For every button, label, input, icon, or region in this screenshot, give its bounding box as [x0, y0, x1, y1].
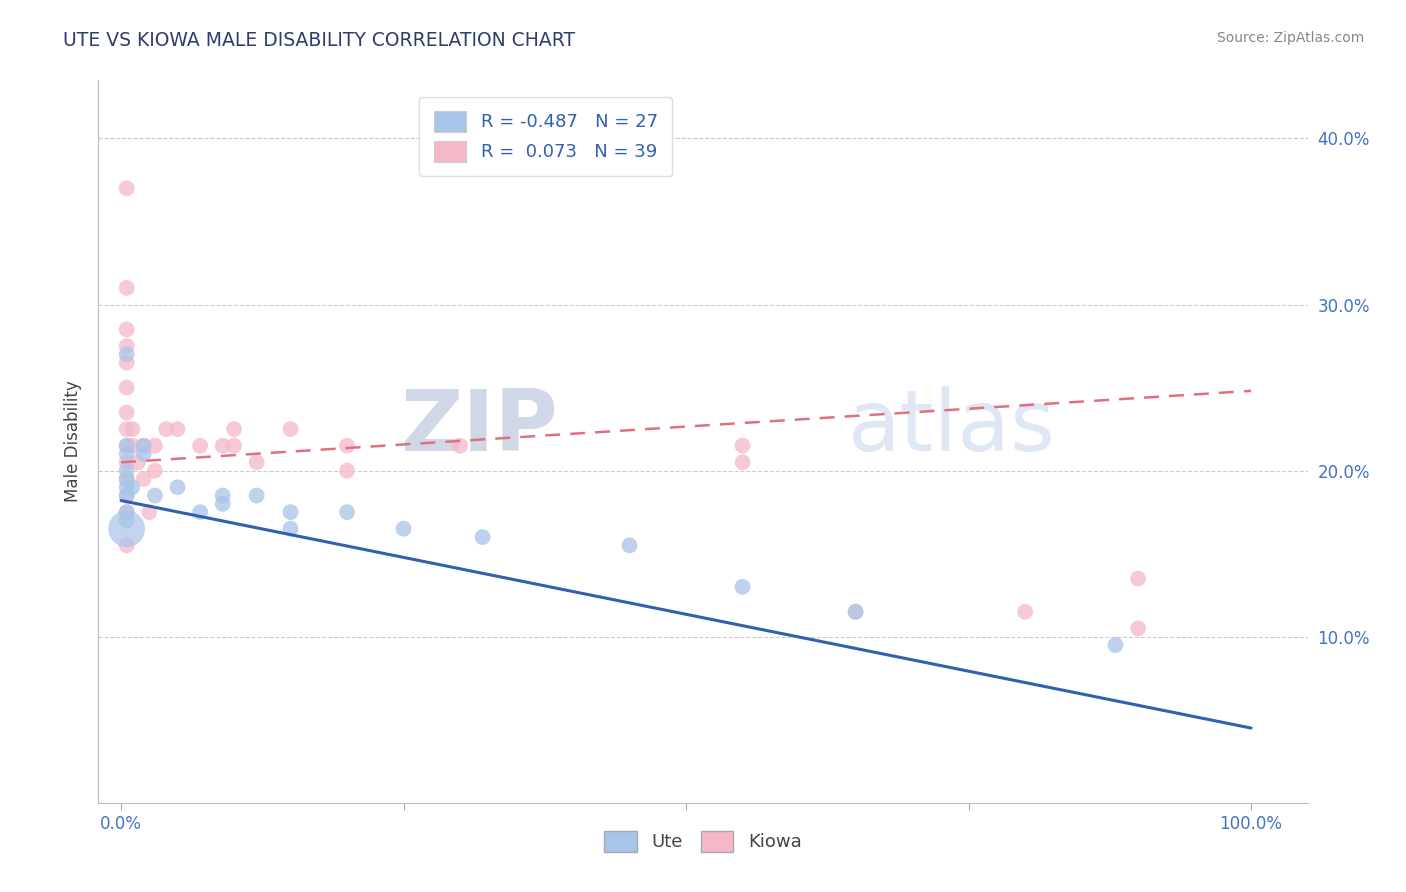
Point — [449, 439, 471, 453]
Text: ZIP: ZIP — [401, 385, 558, 468]
Point — [845, 605, 868, 619]
Point — [115, 347, 138, 361]
Point — [166, 422, 188, 436]
Point — [127, 455, 149, 469]
Point — [132, 447, 155, 461]
Point — [619, 538, 641, 552]
Point — [115, 380, 138, 394]
Point — [115, 447, 138, 461]
Point — [115, 455, 138, 469]
Point — [280, 422, 302, 436]
Point — [280, 505, 302, 519]
Text: Source: ZipAtlas.com: Source: ZipAtlas.com — [1216, 31, 1364, 45]
Point — [132, 472, 155, 486]
Point — [211, 497, 233, 511]
Point — [115, 522, 138, 536]
Point — [132, 439, 155, 453]
Point — [731, 455, 754, 469]
Point — [731, 439, 754, 453]
Point — [115, 538, 138, 552]
Point — [115, 489, 138, 503]
Point — [155, 422, 177, 436]
Point — [211, 489, 233, 503]
Point — [115, 405, 138, 419]
Point — [115, 322, 138, 336]
Point — [1104, 638, 1126, 652]
Point — [336, 505, 359, 519]
Text: UTE VS KIOWA MALE DISABILITY CORRELATION CHART: UTE VS KIOWA MALE DISABILITY CORRELATION… — [63, 31, 575, 50]
Point — [115, 472, 138, 486]
Legend: Ute, Kiowa: Ute, Kiowa — [598, 823, 808, 859]
Point — [115, 339, 138, 353]
Point — [166, 480, 188, 494]
Point — [1126, 572, 1149, 586]
Point — [115, 439, 138, 453]
Point — [138, 505, 160, 519]
Point — [115, 464, 138, 478]
Point — [222, 422, 245, 436]
Point — [115, 505, 138, 519]
Point — [115, 472, 138, 486]
Point — [246, 455, 269, 469]
Point — [115, 281, 138, 295]
Point — [471, 530, 494, 544]
Point — [280, 522, 302, 536]
Point — [115, 439, 138, 453]
Point — [115, 489, 138, 503]
Point — [188, 505, 211, 519]
Point — [845, 605, 868, 619]
Point — [115, 505, 138, 519]
Point — [1126, 621, 1149, 635]
Point — [336, 464, 359, 478]
Y-axis label: Male Disability: Male Disability — [65, 381, 83, 502]
Point — [115, 480, 138, 494]
Point — [121, 480, 143, 494]
Point — [121, 422, 143, 436]
Point — [731, 580, 754, 594]
Point — [115, 422, 138, 436]
Point — [143, 489, 166, 503]
Point — [1014, 605, 1036, 619]
Point — [115, 513, 138, 527]
Point — [222, 439, 245, 453]
Point — [143, 439, 166, 453]
Point — [188, 439, 211, 453]
Text: atlas: atlas — [848, 385, 1056, 468]
Point — [121, 439, 143, 453]
Point — [143, 464, 166, 478]
Point — [132, 439, 155, 453]
Point — [246, 489, 269, 503]
Point — [211, 439, 233, 453]
Point — [115, 181, 138, 195]
Point — [336, 439, 359, 453]
Point — [392, 522, 415, 536]
Point — [115, 356, 138, 370]
